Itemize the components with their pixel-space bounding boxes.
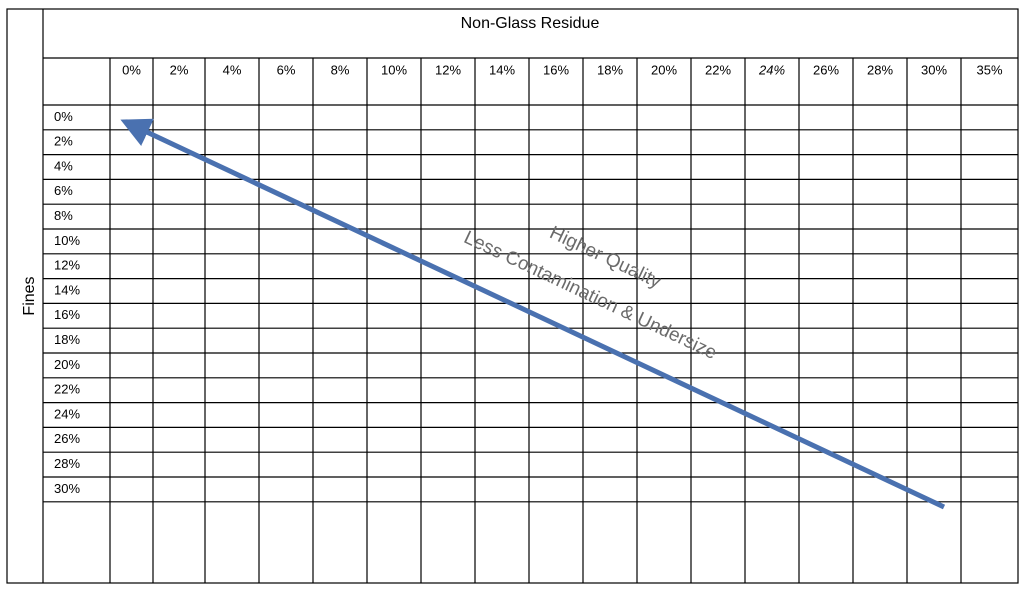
row-header: 26% — [54, 431, 80, 446]
row-header: 20% — [54, 357, 80, 372]
column-header: 24% — [758, 62, 785, 77]
outer-border — [6, 8, 1019, 584]
column-header: 16% — [543, 62, 569, 77]
row-header: 10% — [54, 233, 80, 248]
row-header: 8% — [54, 208, 73, 223]
row-header: 24% — [54, 406, 80, 421]
row-header: 16% — [54, 307, 80, 322]
row-header: 28% — [54, 456, 80, 471]
row-header: 12% — [54, 258, 80, 273]
row-header: 2% — [54, 134, 73, 149]
column-header: 18% — [597, 62, 623, 77]
row-header: 0% — [54, 109, 73, 124]
column-header: 8% — [331, 62, 350, 77]
table-title: Non-Glass Residue — [461, 15, 600, 32]
column-header: 30% — [921, 62, 947, 77]
column-header: 10% — [381, 62, 407, 77]
row-header: 6% — [54, 183, 73, 198]
column-header: 22% — [705, 62, 731, 77]
column-header: 6% — [277, 62, 296, 77]
row-header: 22% — [54, 382, 80, 397]
row-header: 18% — [54, 332, 80, 347]
quality-arrow — [120, 118, 946, 510]
row-header: 4% — [54, 158, 73, 173]
column-header: 35% — [976, 62, 1002, 77]
column-header: 0% — [122, 62, 141, 77]
column-header: 2% — [170, 62, 189, 77]
column-header: 20% — [651, 62, 677, 77]
row-header: 30% — [54, 481, 80, 496]
column-header: 12% — [435, 62, 461, 77]
row-axis-label: Fines — [21, 276, 38, 315]
row-header: 14% — [54, 282, 80, 297]
column-header: 26% — [813, 62, 839, 77]
column-header: 4% — [223, 62, 242, 77]
column-header: 28% — [867, 62, 893, 77]
column-header: 14% — [489, 62, 515, 77]
